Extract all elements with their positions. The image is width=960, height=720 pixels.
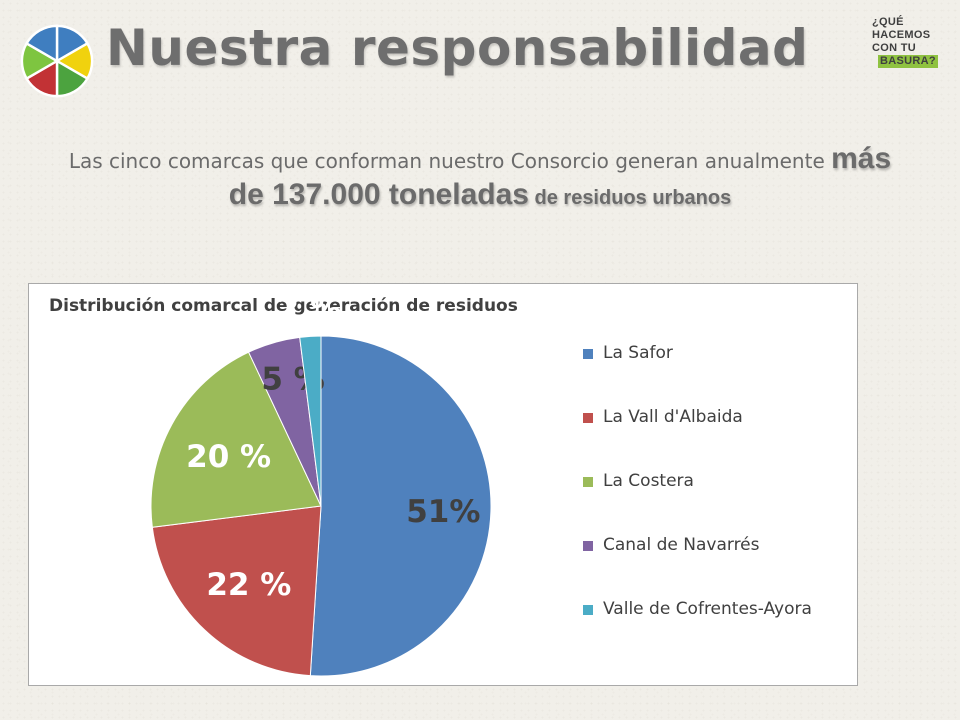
- pie-chart: 51%22 %20 %5 %2 %: [150, 291, 492, 677]
- legend-swatch: [583, 349, 593, 359]
- pie-slice: [150, 351, 322, 528]
- logo-wheel-rim: [20, 24, 94, 98]
- pie-slice: [309, 335, 492, 677]
- legend-swatch: [583, 541, 593, 551]
- intro-highlight: más de 137.000 toneladas: [228, 142, 892, 211]
- legend-label: La Costera: [603, 471, 694, 491]
- chart-container: Distribución comarcal de generación de r…: [28, 283, 858, 686]
- legend-label: Canal de Navarrés: [603, 535, 760, 555]
- brand-badge: ¿QUÉ HACEMOS CON TU BASURA?: [872, 16, 950, 68]
- pie-slice: [299, 335, 322, 507]
- badge-line-3: CON TU: [872, 42, 916, 54]
- logo-wheel: [20, 24, 94, 98]
- legend-item: La Vall d'Albaida: [583, 406, 833, 429]
- pie-slice: [151, 505, 322, 677]
- intro-text: Las cinco comarcas que conforman nuestro…: [60, 142, 900, 215]
- legend-swatch: [583, 477, 593, 487]
- legend-item: Canal de Navarrés: [583, 534, 833, 557]
- legend-label: La Safor: [603, 343, 673, 363]
- page-title: Nuestra responsabilidad: [106, 19, 809, 77]
- legend-swatch: [583, 413, 593, 423]
- legend-item: La Costera: [583, 470, 833, 493]
- pie-data-label: 22 %: [206, 567, 291, 603]
- intro-part1: Las cinco comarcas que conforman nuestro…: [68, 149, 832, 173]
- badge-line-4: BASURA?: [878, 55, 938, 68]
- pie-data-label: 2 %: [278, 291, 341, 327]
- legend-swatch: [583, 605, 593, 615]
- badge-line-2: HACEMOS: [872, 29, 931, 41]
- legend-item: Valle de Cofrentes-Ayora: [583, 598, 833, 621]
- legend-label: La Vall d'Albaida: [603, 407, 743, 427]
- badge-line-1: ¿QUÉ: [872, 16, 904, 28]
- legend-label: Valle de Cofrentes-Ayora: [603, 599, 812, 619]
- pie-data-label: 51%: [406, 494, 480, 530]
- chart-title: Distribución comarcal de generación de r…: [49, 296, 518, 316]
- intro-part2: de residuos urbanos: [528, 187, 732, 209]
- legend-item: La Safor: [583, 342, 833, 365]
- pie-data-label: 20 %: [186, 439, 271, 475]
